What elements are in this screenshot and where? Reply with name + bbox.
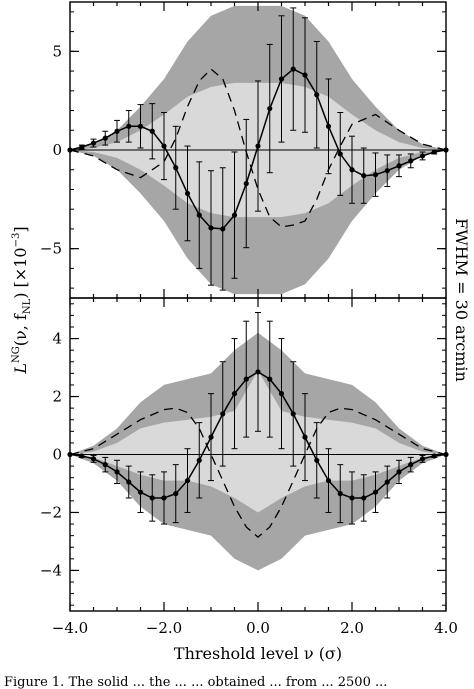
top-data-point xyxy=(102,135,108,141)
bottom-data-point xyxy=(149,495,155,501)
top-data-point xyxy=(431,149,437,155)
top-dashed-series xyxy=(69,68,447,228)
top-data-point xyxy=(337,151,343,157)
top-ytick-label: 5 xyxy=(52,42,62,60)
bottom-xtick-label: −4.0 xyxy=(52,619,88,637)
bottom-data-point xyxy=(419,456,426,462)
bottom-data-point xyxy=(196,457,202,463)
bottom-xtick-label: 0.0 xyxy=(246,619,270,637)
bottom-data-point xyxy=(278,391,285,397)
bottom-data-point xyxy=(290,411,296,417)
bottom-data-point xyxy=(161,495,167,501)
top-ticks: −5 0 5 xyxy=(40,2,447,298)
panel-top: −5 0 5 xyxy=(40,1,449,299)
top-data-point xyxy=(126,123,132,129)
bottom-data-point xyxy=(173,491,179,497)
bottom-xtick-label: 4.0 xyxy=(434,619,458,637)
top-data-point xyxy=(220,226,226,232)
top-data-point xyxy=(231,212,238,218)
top-data-point xyxy=(173,165,179,171)
bottom-data-point xyxy=(255,369,261,375)
bottom-data-point xyxy=(361,495,367,501)
bottom-ytick-label: 2 xyxy=(52,388,62,406)
top-data-point xyxy=(408,158,414,164)
top-data-point xyxy=(90,140,97,146)
y-axis-label: LNG(ν, fNL) [×10−3] xyxy=(11,226,33,374)
top-data-point xyxy=(278,76,285,82)
bottom-data-point xyxy=(243,376,249,382)
bottom-data-point xyxy=(231,391,238,397)
bottom-ytick-label: −4 xyxy=(40,561,62,579)
top-data-point xyxy=(196,212,202,218)
bottom-data-point xyxy=(325,477,332,484)
top-data-point xyxy=(302,72,308,78)
bottom-ytick-label: −2 xyxy=(40,503,62,521)
top-data-point xyxy=(349,167,355,173)
top-data-point xyxy=(137,123,144,129)
bottom-data-point xyxy=(137,489,144,495)
bottom-data-point xyxy=(90,456,97,462)
bottom-xtick-label: 2.0 xyxy=(340,619,364,637)
top-data-point xyxy=(149,128,155,134)
top-data-point xyxy=(267,105,273,112)
bottom-data-point xyxy=(372,489,379,495)
bottom-data-point xyxy=(349,495,355,501)
top-lines xyxy=(67,7,449,291)
top-data-point xyxy=(396,163,402,169)
top-data-point xyxy=(208,225,214,231)
bottom-data-point xyxy=(384,479,390,485)
top-data-point xyxy=(79,144,85,150)
top-data-point xyxy=(114,128,120,134)
bottom-data-point xyxy=(208,434,214,440)
top-data-point xyxy=(419,153,426,159)
bottom-data-point xyxy=(396,469,402,475)
top-data-point xyxy=(184,190,191,197)
top-ytick-label: −5 xyxy=(40,240,62,258)
bottom-data-point xyxy=(337,491,343,497)
bottom-data-point xyxy=(220,411,226,417)
top-data-point xyxy=(290,66,296,72)
bottom-xtick-label: −2.0 xyxy=(146,619,182,637)
caption-fragment: Figure 1. The solid ... the ... ... obta… xyxy=(4,675,387,689)
bottom-data-point xyxy=(79,453,85,459)
bottom-data-point xyxy=(184,477,191,484)
top-data-point xyxy=(243,180,249,187)
bottom-ytick-label: 4 xyxy=(52,330,62,348)
bottom-data-point xyxy=(102,462,108,468)
fwhm-side-label: FWHM = 30 arcmin xyxy=(452,218,471,382)
x-axis-label: Threshold level ν (σ) xyxy=(174,644,342,663)
top-data-point xyxy=(161,143,167,149)
top-data-point xyxy=(372,172,379,178)
bottom-data-point xyxy=(314,457,320,463)
top-data-point xyxy=(384,168,390,174)
bottom-lines xyxy=(67,311,449,538)
top-data-point xyxy=(361,173,367,179)
bottom-data-point xyxy=(267,376,273,382)
top-ytick-label: 0 xyxy=(52,141,62,159)
bottom-ytick-label: 0 xyxy=(52,446,62,464)
bottom-data-point xyxy=(408,462,414,468)
panel-bottom: −4 −2 0 2 4 −4.0 −2.0 0.0 2.0 4.0 xyxy=(40,297,458,637)
bottom-ticks: −4 −2 0 2 4 −4.0 −2.0 0.0 2.0 4.0 xyxy=(40,298,458,637)
bottom-data-point xyxy=(431,453,437,459)
bottom-dashed-series xyxy=(69,407,447,538)
top-data-point xyxy=(255,143,261,149)
bottom-data-point xyxy=(114,469,120,475)
bottom-data-point xyxy=(302,434,308,440)
top-data-point xyxy=(314,92,320,98)
bottom-data-point xyxy=(126,479,132,485)
top-data-point xyxy=(325,123,332,129)
